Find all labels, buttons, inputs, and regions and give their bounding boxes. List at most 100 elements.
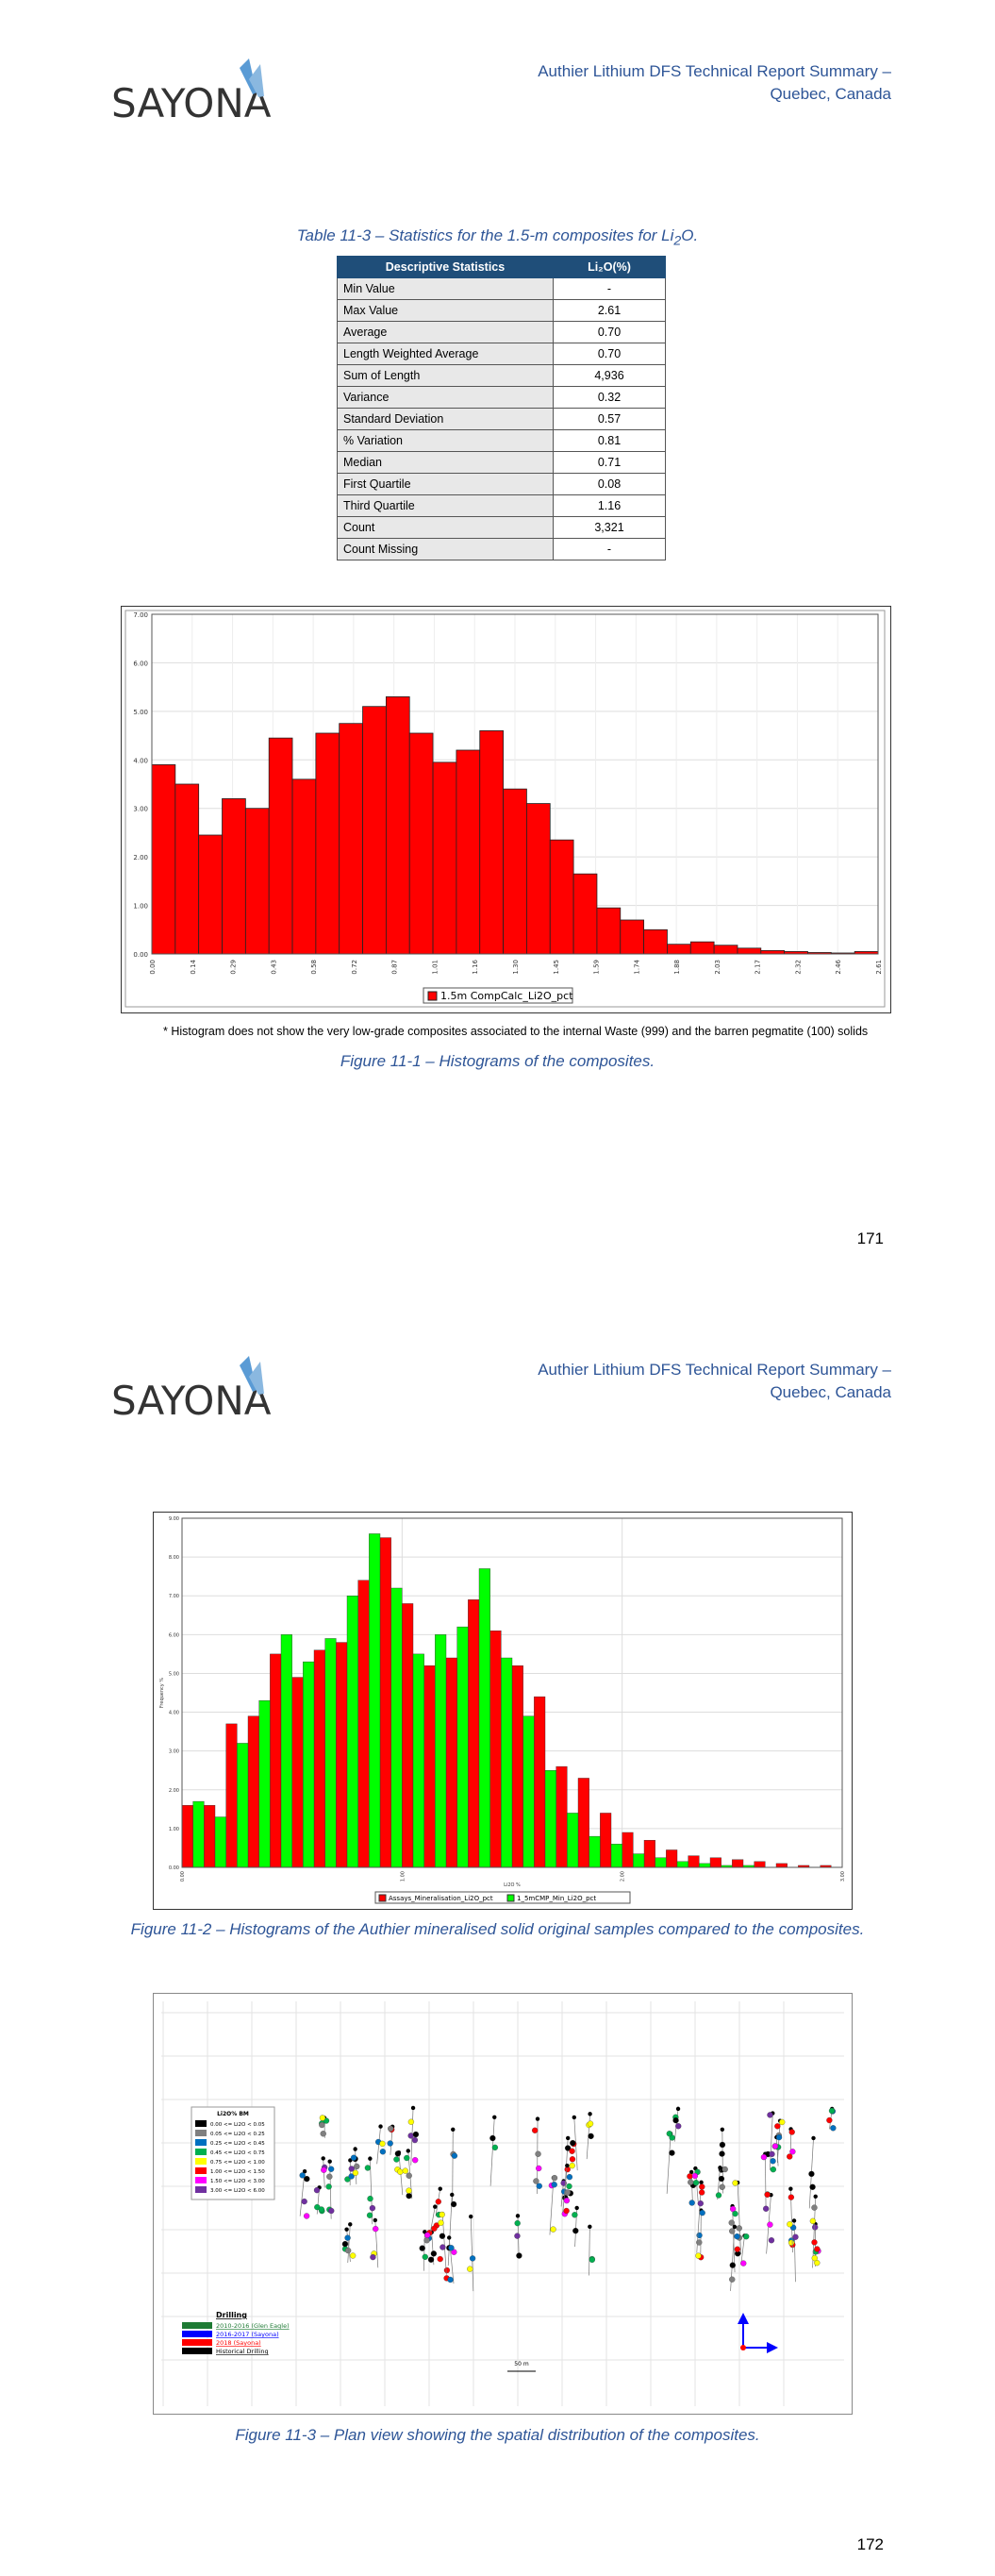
- composite-point: [763, 2205, 770, 2212]
- composite-point: [489, 2134, 496, 2142]
- legend-label: 0.45 <= Li2O < 0.75: [210, 2150, 265, 2156]
- drillhole-collar: [348, 2222, 353, 2227]
- histogram-bar: [489, 1631, 502, 1868]
- comparison-histogram-svg: 0.00 1.00 2.00 3.00 4.00 5.00 6.00 7.00 8.00 9.00…: [159, 1516, 846, 1904]
- chart-legend: 1.5m CompCalc_Li2O_pct: [423, 987, 573, 1004]
- histogram-bar: [511, 1665, 523, 1868]
- composite-point: [536, 2165, 542, 2172]
- composite-point: [809, 2183, 816, 2190]
- table-row: Third Quartile 1.16: [337, 494, 666, 517]
- composite-point: [514, 2233, 521, 2239]
- histogram-bar: [503, 788, 527, 955]
- composite-point: [439, 2233, 446, 2239]
- histogram-bar: [501, 1657, 513, 1868]
- composite-point: [301, 2198, 307, 2205]
- composite-point: [811, 2254, 818, 2262]
- table-row: Count 3,321: [337, 516, 666, 539]
- stat-value: 0.71: [553, 451, 666, 474]
- histogram-bar: [478, 1568, 490, 1868]
- composite-point: [467, 2266, 473, 2272]
- histogram-bar: [456, 749, 481, 955]
- composite-point: [412, 2157, 419, 2164]
- composite-point: [320, 2131, 326, 2137]
- composite-point: [563, 2207, 570, 2215]
- composite-point: [697, 2200, 704, 2207]
- composite-point: [699, 2209, 705, 2216]
- composite-point: [387, 2140, 393, 2147]
- drillhole-collar: [469, 2214, 473, 2219]
- table-row: Median 0.71: [337, 451, 666, 474]
- x-tick-label: 1.01: [431, 960, 439, 975]
- table-caption-subscript: 2: [673, 233, 682, 249]
- drillhole-trace: [430, 2206, 436, 2232]
- stat-label: Average: [337, 321, 554, 343]
- composite-point: [699, 2189, 705, 2196]
- legend-swatch: [195, 2139, 207, 2146]
- legend-label: 0.05 <= Li2O < 0.25: [210, 2132, 265, 2137]
- histogram-bar: [336, 1642, 348, 1868]
- stat-value: 2.61: [553, 299, 666, 322]
- composite-point: [809, 2217, 817, 2224]
- drillhole-collar: [321, 2156, 325, 2161]
- histogram-bar: [432, 761, 457, 955]
- stat-label: Median: [337, 451, 554, 474]
- header-title: Authier Lithium DFS Technical Report Sum…: [420, 1359, 891, 1404]
- table-caption-suffix: O.: [681, 226, 699, 244]
- y-tick-label: 1.00: [133, 903, 148, 911]
- y-tick-label: 5.00: [169, 1671, 179, 1677]
- map-legend: Li2O% BM 0.00 <= Li2O < 0.05 0.05 <= Li2O …: [191, 2106, 275, 2200]
- header-title-line1: Authier Lithium DFS Technical Report Sum…: [538, 1361, 891, 1379]
- legend-label: 3.00 <= Li2O < 6.00: [210, 2188, 265, 2194]
- plan-view-map: Li2O% BM 0.00 <= Li2O < 0.05 0.05 <= Li2O …: [153, 1993, 853, 2415]
- page-172: SAYONA Authier Lithium DFS Technical Rep…: [0, 1288, 995, 2576]
- histogram-bar: [760, 949, 786, 955]
- header-title: Authier Lithium DFS Technical Report Sum…: [420, 60, 891, 106]
- composite-point: [811, 2239, 818, 2246]
- histogram-bar: [402, 1603, 414, 1868]
- histogram-bar: [596, 907, 622, 955]
- composite-point: [348, 2173, 355, 2180]
- drillhole-trace: [793, 2220, 796, 2283]
- composite-point: [719, 2150, 725, 2157]
- composite-point: [407, 2118, 415, 2125]
- composite-point: [412, 2131, 420, 2138]
- figure-11-1-caption: Figure 11-1 – Histograms of the composit…: [340, 1052, 655, 1070]
- composite-point: [367, 2195, 373, 2202]
- x-tick-label: 2.00: [621, 1871, 626, 1882]
- histogram-bar: [572, 873, 598, 955]
- histogram-bar: [620, 919, 645, 955]
- legend-swatch: [378, 1894, 387, 1902]
- drillhole-collar: [327, 2159, 332, 2164]
- y-tick-label: 5.00: [133, 709, 148, 716]
- stat-value: -: [553, 538, 666, 560]
- header-title-line1: Authier Lithium DFS Technical Report Sum…: [538, 62, 891, 80]
- composite-point: [771, 2143, 779, 2149]
- x-tick-label: 2.61: [875, 960, 883, 975]
- drillhole-collar: [451, 2127, 456, 2133]
- histogram-bar: [192, 1800, 205, 1868]
- histogram-bar: [589, 1835, 601, 1868]
- composite-point: [439, 2244, 446, 2250]
- composite-point: [734, 2233, 740, 2240]
- histogram-footnote: * Histogram does not show the very low-g…: [163, 1025, 869, 1038]
- histogram-bar: [468, 1599, 480, 1868]
- histogram-bar: [174, 783, 200, 955]
- drillhole-collar: [565, 2163, 570, 2168]
- stat-value: 4,936: [553, 364, 666, 387]
- stat-label: Count Missing: [337, 538, 554, 560]
- histogram-bar: [225, 1723, 238, 1868]
- composite-point: [318, 2206, 325, 2213]
- table-row: Count Missing -: [337, 538, 666, 560]
- composite-point: [775, 2133, 783, 2141]
- histogram-bar: [633, 1853, 645, 1868]
- histogram-bar: [643, 928, 668, 955]
- composite-point: [699, 2183, 705, 2190]
- histogram-bar: [534, 1696, 546, 1868]
- composite-point: [407, 2133, 414, 2139]
- composite-point: [404, 2154, 410, 2162]
- header-title-line2: Quebec, Canada: [770, 85, 891, 103]
- legend-box: [374, 1891, 631, 1904]
- x-tick-label: 2.32: [794, 960, 802, 975]
- table-header-row: Descriptive Statistics Li₂O(%): [337, 256, 666, 278]
- composite-point: [770, 2166, 776, 2173]
